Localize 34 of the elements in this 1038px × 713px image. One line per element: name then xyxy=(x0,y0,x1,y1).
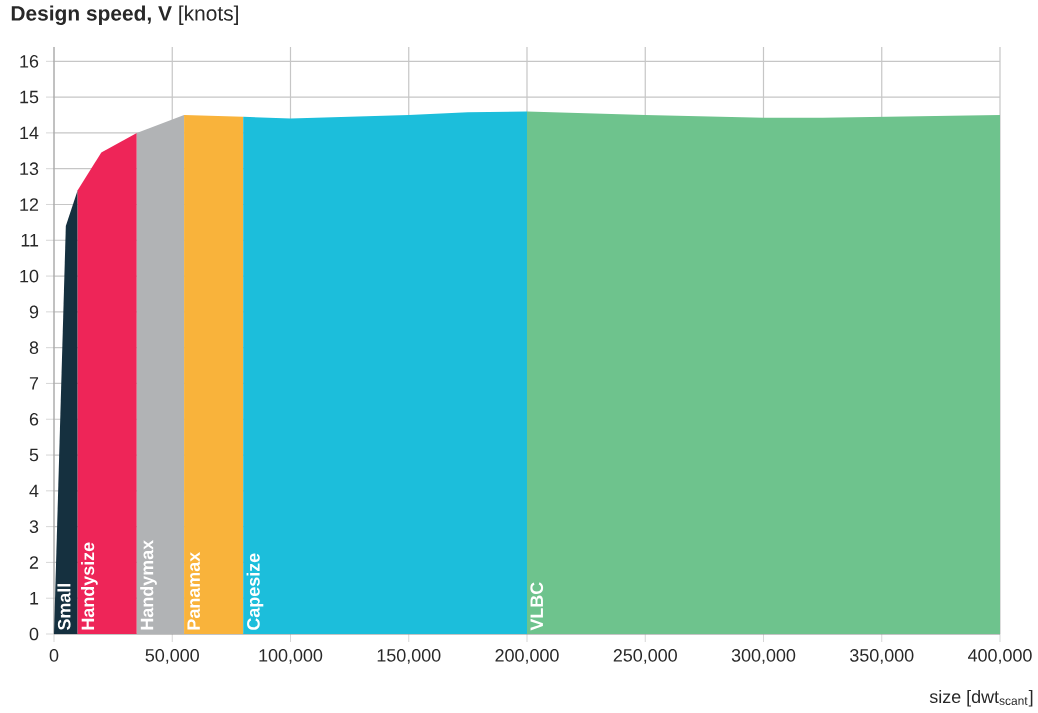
x-tick-label: 100,000 xyxy=(259,649,323,664)
x-tick-label: 0 xyxy=(49,649,59,662)
y-tick-label: 2 xyxy=(29,556,39,569)
y-tick-label: 16 xyxy=(20,54,39,68)
x-tick-label: 250,000 xyxy=(613,649,677,664)
y-axis-title: Design speed, V [knots] xyxy=(11,5,238,25)
y-tick-label: 12 xyxy=(20,198,39,211)
y-tick-label: 6 xyxy=(29,412,39,426)
series-label: VLBC xyxy=(530,582,544,631)
series-label: Handysize xyxy=(81,542,98,630)
x-tick-label: 200,000 xyxy=(495,649,559,664)
x-tick-label: 300,000 xyxy=(731,649,796,664)
y-tick-label: 13 xyxy=(20,162,39,176)
y-tick-label: 5 xyxy=(29,448,39,462)
y-tick-label: 4 xyxy=(29,484,39,497)
y-tick-label: 1 xyxy=(30,592,39,605)
series-label: Small xyxy=(57,584,71,631)
y-tick-label: 9 xyxy=(29,305,39,319)
x-tick-label: 400,000 xyxy=(968,649,1032,664)
y-tick-label: 10 xyxy=(20,269,39,283)
series-label: Panamax xyxy=(187,552,200,630)
y-tick-label: 11 xyxy=(21,234,39,247)
x-tick-label: 150,000 xyxy=(377,649,441,664)
y-tick-label: 15 xyxy=(20,90,39,104)
x-axis-title: size [dwt$_{scant}$] xyxy=(929,689,1033,707)
series-label: Capesize xyxy=(246,553,264,630)
y-tick-label: 0 xyxy=(29,627,39,641)
x-tick-label: 50,000 xyxy=(145,649,199,664)
y-tick-label: 14 xyxy=(20,126,39,140)
y-tick-label: 7 xyxy=(29,377,39,390)
x-tick-label: 350,000 xyxy=(850,649,914,664)
series-label: Handymax xyxy=(140,540,157,630)
y-tick-label: 8 xyxy=(29,341,39,355)
y-tick-label: 3 xyxy=(29,520,39,533)
